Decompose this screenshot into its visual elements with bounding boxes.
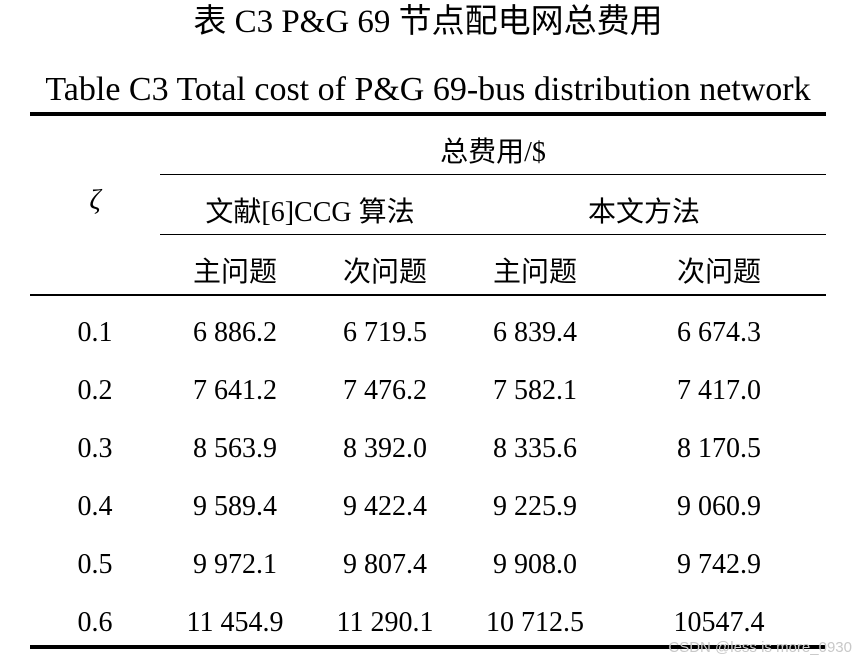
ours-sub-cell: 9 742.9 bbox=[677, 549, 761, 580]
zeta-cell: 0.2 bbox=[77, 375, 113, 406]
header-rule-total-cost bbox=[160, 174, 826, 175]
ours-main-cell: 9 225.9 bbox=[493, 491, 577, 522]
ours-main-header: 主问题 bbox=[492, 257, 577, 288]
ours-sub-cell: 7 417.0 bbox=[677, 375, 761, 406]
watermark: CSDN @less is more_0930 bbox=[668, 639, 852, 656]
ref-sub-cell: 9 422.4 bbox=[343, 491, 427, 522]
ref-sub-cell: 11 290.1 bbox=[336, 607, 434, 638]
zeta-cell: 0.3 bbox=[77, 433, 113, 464]
bottom-rule bbox=[30, 645, 826, 649]
ref-sub-cell: 8 392.0 bbox=[343, 433, 427, 464]
zeta-cell: 0.1 bbox=[77, 317, 113, 348]
ref-main-cell: 9 972.1 bbox=[193, 549, 277, 580]
ref-main-cell: 11 454.9 bbox=[186, 607, 284, 638]
ref-sub-cell: 6 719.5 bbox=[343, 317, 427, 348]
zeta-cell: 0.4 bbox=[77, 491, 113, 522]
ref-main-cell: 8 563.9 bbox=[193, 433, 277, 464]
ours-sub-cell: 10547.4 bbox=[673, 607, 765, 638]
ours-sub-cell: 8 170.5 bbox=[677, 433, 761, 464]
header-bottom-rule bbox=[30, 294, 826, 296]
table-title-chinese: 表 C3 P&G 69 节点配电网总费用 bbox=[193, 4, 663, 40]
ref-main-cell: 6 886.2 bbox=[193, 317, 277, 348]
ref-main-cell: 9 589.4 bbox=[193, 491, 277, 522]
total-cost-header: 总费用/$ bbox=[440, 137, 546, 168]
ref-main-header: 主问题 bbox=[192, 257, 277, 288]
ours-sub-header: 次问题 bbox=[676, 257, 761, 288]
ours-main-cell: 6 839.4 bbox=[493, 317, 577, 348]
ours-sub-cell: 6 674.3 bbox=[677, 317, 761, 348]
ref-sub-cell: 7 476.2 bbox=[343, 375, 427, 406]
header-rule-groups bbox=[160, 234, 826, 235]
ours-main-cell: 10 712.5 bbox=[486, 607, 584, 638]
ref-main-cell: 7 641.2 bbox=[193, 375, 277, 406]
ref-sub-cell: 9 807.4 bbox=[343, 549, 427, 580]
ours-main-cell: 9 908.0 bbox=[493, 549, 577, 580]
zeta-cell: 0.5 bbox=[77, 549, 113, 580]
ours-main-cell: 8 335.6 bbox=[493, 433, 577, 464]
ref-sub-header: 次问题 bbox=[342, 257, 427, 288]
ours-main-cell: 7 582.1 bbox=[493, 375, 577, 406]
group-ours-header: 本文方法 bbox=[587, 197, 700, 228]
zeta-header: ζ bbox=[89, 185, 101, 216]
zeta-cell: 0.6 bbox=[77, 607, 113, 638]
group-ref-header: 文献[6]CCG 算法 bbox=[205, 197, 415, 228]
ours-sub-cell: 9 060.9 bbox=[677, 491, 761, 522]
table-title-english: Table C3 Total cost of P&G 69-bus distri… bbox=[45, 71, 811, 108]
top-rule bbox=[30, 112, 826, 116]
